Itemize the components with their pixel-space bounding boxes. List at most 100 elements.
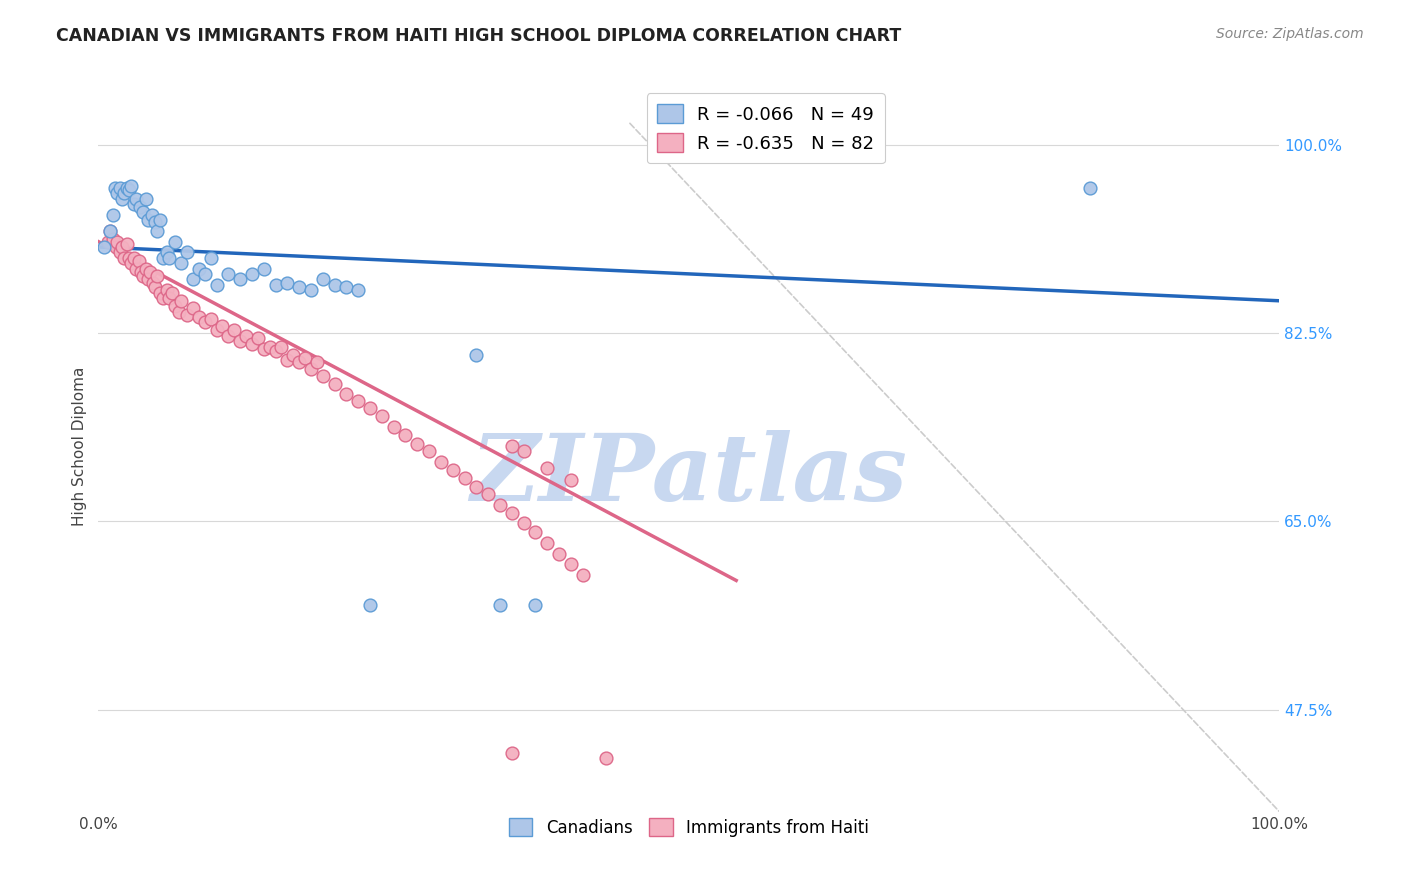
Point — [187, 310, 209, 324]
Text: ZIPatlas: ZIPatlas — [471, 430, 907, 520]
Point — [128, 200, 150, 214]
Point — [240, 267, 263, 281]
Point — [536, 536, 558, 550]
Point — [143, 280, 166, 294]
Point — [430, 455, 453, 469]
Point — [288, 280, 311, 294]
Point — [347, 283, 370, 297]
Point — [217, 267, 239, 281]
Y-axis label: High School Diploma: High School Diploma — [72, 367, 87, 525]
Point — [98, 224, 121, 238]
Point — [299, 283, 322, 297]
Point — [347, 393, 370, 408]
Point — [477, 487, 499, 501]
Point — [142, 276, 165, 290]
Point — [139, 265, 162, 279]
Point — [382, 419, 405, 434]
Point — [264, 277, 287, 292]
Point — [122, 251, 145, 265]
Point — [112, 186, 135, 201]
Point — [229, 272, 252, 286]
Point — [359, 598, 381, 612]
Point — [489, 598, 512, 612]
Point — [176, 308, 198, 322]
Point — [135, 261, 157, 276]
Point — [276, 276, 298, 290]
Point — [305, 355, 328, 369]
Point — [512, 444, 534, 458]
Point — [170, 293, 193, 308]
Point — [335, 387, 357, 401]
Point — [165, 235, 187, 249]
Point — [97, 235, 120, 249]
Point — [1080, 181, 1102, 195]
Point — [560, 474, 582, 488]
Point — [270, 340, 292, 354]
Point — [105, 235, 128, 249]
Point — [441, 463, 464, 477]
Point — [118, 251, 141, 265]
Point — [253, 342, 276, 356]
Point — [418, 444, 440, 458]
Point — [283, 347, 305, 362]
Text: CANADIAN VS IMMIGRANTS FROM HAITI HIGH SCHOOL DIPLOMA CORRELATION CHART: CANADIAN VS IMMIGRANTS FROM HAITI HIGH S… — [56, 27, 901, 45]
Point — [294, 351, 316, 365]
Point — [108, 181, 131, 195]
Point — [276, 353, 298, 368]
Point — [146, 224, 169, 238]
Point — [501, 746, 523, 760]
Point — [264, 344, 287, 359]
Point — [465, 480, 488, 494]
Point — [115, 236, 138, 251]
Point — [121, 178, 143, 193]
Point — [160, 286, 183, 301]
Point — [157, 251, 180, 265]
Text: Source: ZipAtlas.com: Source: ZipAtlas.com — [1216, 27, 1364, 41]
Point — [122, 197, 145, 211]
Point — [595, 751, 617, 765]
Legend: Canadians, Immigrants from Haiti: Canadians, Immigrants from Haiti — [502, 812, 876, 844]
Point — [211, 318, 233, 333]
Point — [156, 245, 179, 260]
Point — [181, 272, 204, 286]
Point — [240, 336, 263, 351]
Point — [501, 439, 523, 453]
Point — [235, 329, 257, 343]
Point — [156, 283, 179, 297]
Point — [152, 251, 174, 265]
Point — [104, 181, 127, 195]
Point — [371, 409, 394, 423]
Point — [149, 213, 172, 227]
Point — [194, 315, 217, 329]
Point — [125, 192, 148, 206]
Point — [465, 347, 488, 362]
Point — [246, 331, 269, 345]
Point — [152, 291, 174, 305]
Point — [170, 256, 193, 270]
Point — [93, 240, 115, 254]
Point — [548, 547, 571, 561]
Point — [146, 268, 169, 283]
Point — [111, 240, 134, 254]
Point — [121, 256, 143, 270]
Point — [259, 340, 281, 354]
Point — [194, 267, 217, 281]
Point — [136, 272, 159, 286]
Point — [501, 506, 523, 520]
Point — [187, 261, 209, 276]
Point — [118, 183, 141, 197]
Point — [571, 568, 593, 582]
Point — [108, 245, 131, 260]
Point — [524, 598, 547, 612]
Point — [394, 428, 416, 442]
Point — [132, 204, 155, 219]
Point — [217, 329, 239, 343]
Point — [129, 265, 152, 279]
Point — [253, 261, 276, 276]
Point — [132, 268, 155, 283]
Point — [335, 280, 357, 294]
Point — [149, 286, 172, 301]
Point — [560, 558, 582, 572]
Point — [524, 524, 547, 539]
Point — [135, 192, 157, 206]
